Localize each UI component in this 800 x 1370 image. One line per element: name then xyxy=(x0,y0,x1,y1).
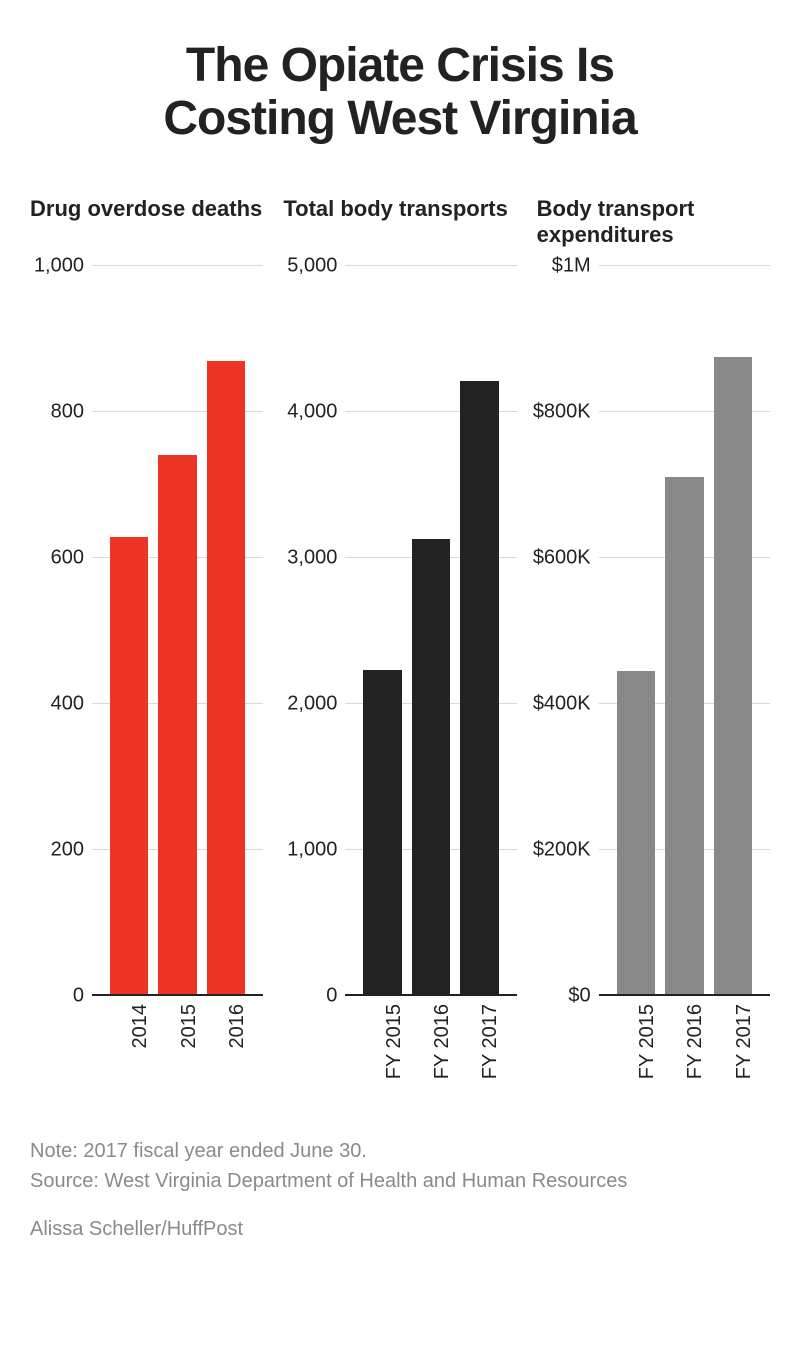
bar xyxy=(617,671,655,996)
chart-body: 01,0002,0003,0004,0005,000FY 2015 FY 2016… xyxy=(283,266,516,1096)
bar xyxy=(110,537,148,995)
y-axis-label: 4,000 xyxy=(287,400,345,423)
plot-area: 02004006008001,000 xyxy=(92,266,263,996)
footnote-source: Source: West Virginia Department of Heal… xyxy=(30,1166,770,1196)
y-axis-label: 400 xyxy=(51,692,92,715)
y-axis-label: $200K xyxy=(533,838,599,861)
bars-container xyxy=(92,266,263,996)
bar xyxy=(158,455,196,995)
x-axis-label: FY 2016 xyxy=(665,996,703,1096)
bar xyxy=(665,477,703,995)
y-axis-label: 2,000 xyxy=(287,692,345,715)
y-axis-label: $800K xyxy=(533,400,599,423)
y-axis-label: 600 xyxy=(51,546,92,569)
y-axis-label: 1,000 xyxy=(34,254,92,277)
chart-body: 02004006008001,0002014 2015 2016 xyxy=(30,266,263,1096)
y-axis-label: 800 xyxy=(51,400,92,423)
chart-title: Drug overdose deaths xyxy=(30,196,263,251)
y-axis-label: 1,000 xyxy=(287,838,345,861)
chart-panel-1: Total body transports01,0002,0003,0004,0… xyxy=(283,196,516,1096)
credit-line: Alissa Scheller/HuffPost xyxy=(30,1218,770,1241)
x-labels: FY 2015 FY 2016 FY 2017 xyxy=(345,996,516,1096)
chart-panel-0: Drug overdose deaths02004006008001,00020… xyxy=(30,196,263,1096)
x-axis-label: 2015 xyxy=(158,996,196,1096)
x-axis-label: FY 2015 xyxy=(617,996,655,1096)
x-axis-label: FY 2016 xyxy=(412,996,450,1096)
footnote-note: Note: 2017 fiscal year ended June 30. xyxy=(30,1136,770,1166)
plot-area: $0$200K$400K$600K$800K$1M xyxy=(599,266,770,996)
y-axis-label: 3,000 xyxy=(287,546,345,569)
title-line-1: The Opiate Crisis Is xyxy=(186,39,614,92)
chart-body: $0$200K$400K$600K$800K$1MFY 2015FY 2016F… xyxy=(537,266,770,1096)
x-axis-label: FY 2017 xyxy=(714,996,752,1096)
main-title: The Opiate Crisis Is Costing West Virgin… xyxy=(30,40,770,146)
y-axis-label: $0 xyxy=(568,984,598,1007)
bar xyxy=(412,539,450,996)
y-axis-label: 5,000 xyxy=(287,254,345,277)
charts-row: Drug overdose deaths02004006008001,00020… xyxy=(30,196,770,1096)
x-labels: 2014 2015 2016 xyxy=(92,996,263,1096)
bar xyxy=(363,670,401,996)
x-axis-label: FY 2015 xyxy=(363,996,401,1096)
chart-panel-2: Body transport expenditures $0$200K$400K$… xyxy=(537,196,770,1096)
bars-container xyxy=(599,266,770,996)
bar xyxy=(460,381,498,996)
footnotes: Note: 2017 fiscal year ended June 30. So… xyxy=(30,1136,770,1196)
x-axis-label: FY 2017 xyxy=(460,996,498,1096)
chart-title: Total body transports xyxy=(283,196,516,251)
y-axis-label: 0 xyxy=(326,984,345,1007)
x-labels: FY 2015 FY 2016 FY 2017 xyxy=(599,996,770,1096)
chart-title: Body transport expenditures xyxy=(537,196,770,251)
y-axis-label: $1M xyxy=(552,254,599,277)
y-axis-label: 200 xyxy=(51,838,92,861)
plot-area: 01,0002,0003,0004,0005,000 xyxy=(345,266,516,996)
x-axis-label: 2014 xyxy=(110,996,148,1096)
x-axis-label: 2016 xyxy=(207,996,245,1096)
title-line-2: Costing West Virginia xyxy=(163,92,636,145)
bar xyxy=(714,357,752,996)
y-axis-label: $600K xyxy=(533,546,599,569)
y-axis-label: $400K xyxy=(533,692,599,715)
bar xyxy=(207,361,245,996)
y-axis-label: 0 xyxy=(73,984,92,1007)
bars-container xyxy=(345,266,516,996)
